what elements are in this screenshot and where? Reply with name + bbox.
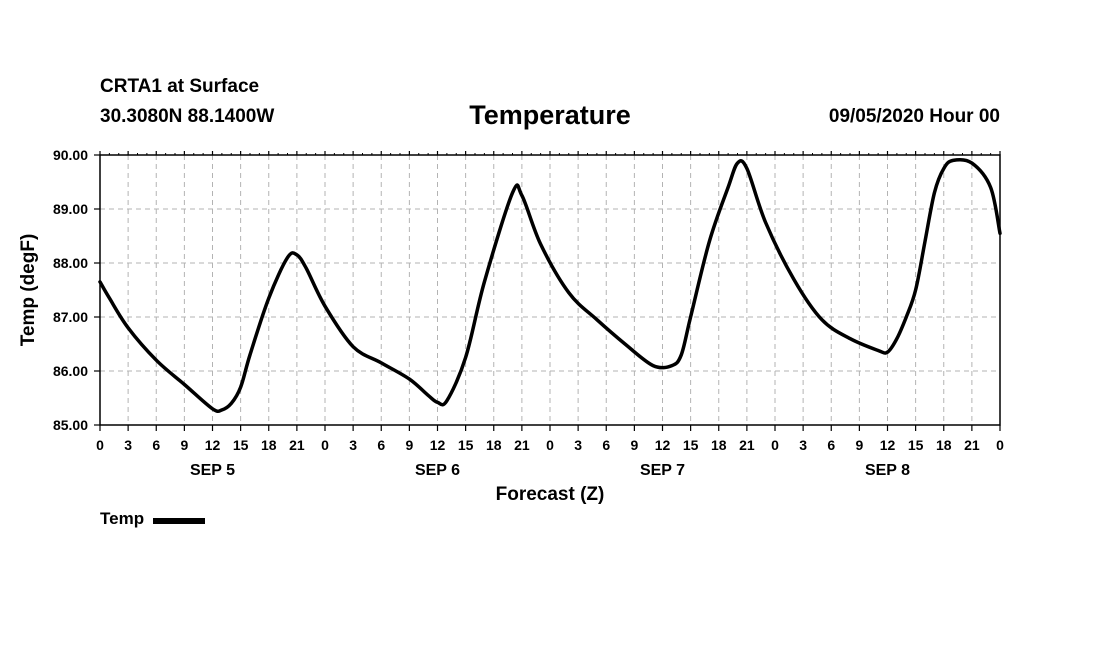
x-tick-label: 21 <box>739 437 755 453</box>
x-tick-label: 12 <box>430 437 446 453</box>
y-tick-label: 89.00 <box>53 201 88 217</box>
station-label: CRTA1 at Surface <box>100 76 260 97</box>
x-tick-label: 15 <box>233 437 249 453</box>
y-tick-label: 87.00 <box>53 309 88 325</box>
x-tick-label: 15 <box>458 437 474 453</box>
chart-title: Temperature <box>469 100 631 130</box>
x-tick-label: 3 <box>124 437 132 453</box>
x-tick-label: 12 <box>655 437 671 453</box>
x-tick-label: 0 <box>996 437 1004 453</box>
forecast-datetime: 09/05/2020 Hour 00 <box>828 106 1000 127</box>
y-tick-label: 88.00 <box>53 255 88 271</box>
x-tick-label: 18 <box>261 437 277 453</box>
x-tick-label: 3 <box>799 437 807 453</box>
plot-frame <box>99 154 1001 426</box>
legend-swatch <box>153 517 206 524</box>
x-tick-label: 6 <box>377 437 385 453</box>
x-tick-label: 21 <box>964 437 980 453</box>
y-tick-label: 90.00 <box>53 147 88 163</box>
axis-labels: 85.00 86.00 87.00 88.00 89.00 90.00 0 3 6 9 12 15 18… <box>53 147 1004 479</box>
x-tick-label: 6 <box>152 437 160 453</box>
legend-label: Temp <box>100 509 145 528</box>
x-tick-label: 0 <box>546 437 554 453</box>
station-coordinates: 30.3080N 88.1400W <box>100 106 275 127</box>
x-tick-label: 18 <box>711 437 727 453</box>
x-tick-label: 15 <box>908 437 924 453</box>
x-tick-label: 18 <box>486 437 502 453</box>
day-label: SEP 5 <box>190 462 235 479</box>
x-tick-label: 15 <box>683 437 699 453</box>
x-tick-label: 21 <box>514 437 530 453</box>
x-tick-label: 3 <box>349 437 357 453</box>
day-label: SEP 6 <box>415 462 460 479</box>
x-tick-label: 9 <box>855 437 863 453</box>
series-layer <box>98 157 1002 414</box>
y-tick-label: 85.00 <box>53 417 88 433</box>
x-tick-label: 12 <box>880 437 896 453</box>
x-tick-label: 0 <box>96 437 104 453</box>
x-tick-label: 0 <box>771 437 779 453</box>
day-label: SEP 8 <box>865 462 910 479</box>
x-tick-label: 9 <box>405 437 413 453</box>
grid <box>100 155 1000 425</box>
x-tick-label: 12 <box>205 437 221 453</box>
x-tick-label: 0 <box>321 437 329 453</box>
x-tick-label: 18 <box>936 437 952 453</box>
x-tick-label: 9 <box>630 437 638 453</box>
y-axis-label: Temp (degF) <box>18 234 39 347</box>
temp-series-line <box>98 157 1002 414</box>
legend: Temp <box>100 509 206 529</box>
x-tick-label: 6 <box>827 437 835 453</box>
x-axis-label: Forecast (Z) <box>496 484 605 505</box>
axis-ticks <box>94 151 1001 431</box>
day-label: SEP 7 <box>640 462 685 479</box>
y-tick-label: 86.00 <box>53 363 88 379</box>
x-tick-label: 3 <box>574 437 582 453</box>
x-tick-label: 9 <box>180 437 188 453</box>
x-tick-label: 6 <box>602 437 610 453</box>
x-tick-label: 21 <box>289 437 305 453</box>
